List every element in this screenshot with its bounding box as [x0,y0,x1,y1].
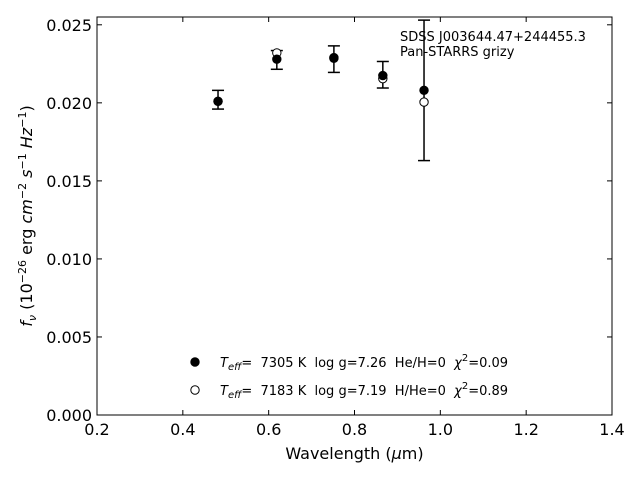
y-tick-label: 0.025 [46,16,92,35]
legend-entry-hhe-label: Teff= 7183 K log g=7.19 H/He=0 χ2=0.89 [220,381,508,401]
model-point-heh [272,54,282,64]
annotation-text: Pan-STARRS grizy [400,45,515,60]
x-tick-label: 0.6 [256,420,281,439]
model-point-heh [213,96,223,106]
x-tick-label: 1.0 [428,420,453,439]
legend-entry-hhe-marker [190,385,200,395]
legend-entry-heh-label: Teff= 7305 K log g=7.26 He/H=0 χ2=0.09 [220,353,508,373]
x-tick-label: 1.2 [513,420,538,439]
x-tick-label: 0.4 [170,420,195,439]
annotation-text: SDSS J003644.47+244455.3 [400,30,586,45]
x-tick-label: 0.2 [84,420,109,439]
model-point-hhe [419,97,429,107]
y-tick-label: 0.020 [46,94,92,113]
x-tick-label: 1.4 [599,420,624,439]
model-point-heh [419,85,429,96]
x-axis-label: Wavelength (μm) [285,444,423,463]
plot-area: 0.2 0.4 0.6 0.8 1.0 1.2 1.4 0.000 0.005 0.010 0.01… [16,16,625,463]
legend-entry-heh-marker [190,357,200,367]
y-axis-label: fν (10−26 erg cm−2 s−1 Hz−1) [16,105,39,326]
y-tick-label: 0.010 [46,250,92,269]
y-tick-label: 0.005 [46,328,92,347]
x-tick-label: 0.8 [342,420,367,439]
y-tick-label: 0.015 [46,172,92,191]
y-tick-label: 0.000 [46,406,92,425]
model-point-heh [329,53,339,64]
model-point-heh [378,70,388,81]
